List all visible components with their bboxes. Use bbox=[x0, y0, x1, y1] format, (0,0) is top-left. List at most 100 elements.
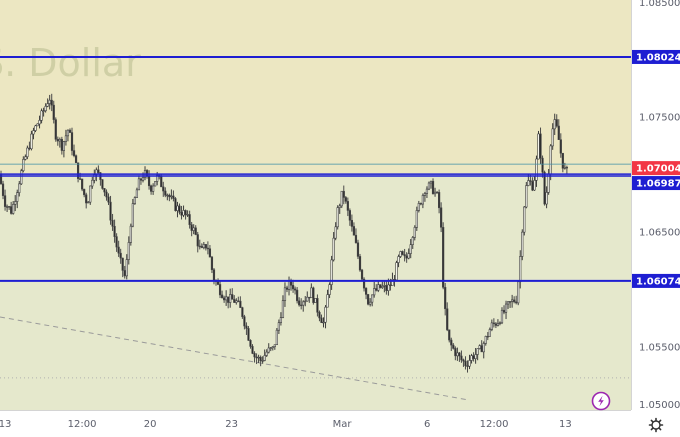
candle-body bbox=[170, 195, 173, 198]
candle-body bbox=[506, 301, 510, 305]
candle-body bbox=[472, 355, 475, 359]
candle-body bbox=[160, 176, 163, 188]
time-tick-label: 13 bbox=[559, 419, 572, 430]
candle-body bbox=[379, 284, 382, 288]
candle-body bbox=[318, 311, 321, 319]
candle-body bbox=[26, 147, 29, 158]
candle-body bbox=[352, 226, 356, 236]
candle-body bbox=[206, 247, 209, 250]
candle-body bbox=[273, 344, 276, 348]
price-badges-layer: 1.08024 1.07004 1.06987 1.06074 bbox=[632, 49, 680, 288]
candle-body bbox=[36, 123, 39, 127]
candle-body bbox=[239, 300, 242, 308]
candle-body bbox=[308, 296, 311, 299]
candle-body bbox=[105, 191, 108, 198]
candle-body bbox=[253, 353, 256, 358]
candle-body bbox=[243, 316, 246, 327]
candle-body bbox=[265, 351, 268, 356]
candle-body bbox=[334, 226, 337, 239]
price-badge-label: 1.06074 bbox=[636, 276, 680, 287]
candle-body bbox=[468, 360, 471, 367]
candle-body bbox=[18, 183, 21, 193]
candle-body bbox=[320, 317, 323, 323]
candle-body bbox=[154, 181, 157, 187]
candle-body bbox=[285, 287, 289, 290]
candle-body bbox=[172, 195, 175, 199]
candle-body bbox=[271, 346, 274, 349]
time-axis[interactable]: 13 12:00 20 23 Mar 6 12:00 13 bbox=[0, 410, 680, 437]
candle-body bbox=[298, 300, 301, 306]
candle-body bbox=[401, 251, 404, 255]
candle-body bbox=[34, 125, 37, 131]
candle-body bbox=[176, 205, 179, 211]
candle-body bbox=[192, 227, 195, 231]
candle-body bbox=[460, 355, 463, 361]
candle-body bbox=[97, 169, 100, 173]
price-tick-label: 1.06500 bbox=[639, 227, 680, 238]
candle-body bbox=[204, 244, 207, 249]
candle-body bbox=[72, 150, 76, 156]
candle-body bbox=[196, 234, 199, 247]
candle-body bbox=[68, 129, 72, 133]
candle-body bbox=[291, 284, 295, 290]
candle-body bbox=[227, 296, 230, 303]
candle-body bbox=[8, 206, 11, 208]
candle-body bbox=[257, 356, 260, 359]
candle-body bbox=[46, 103, 49, 107]
candle-body bbox=[417, 203, 420, 211]
candle-body bbox=[5, 206, 9, 208]
candle-body bbox=[141, 177, 145, 181]
candle-body bbox=[342, 190, 345, 198]
candle-body bbox=[559, 139, 562, 154]
settings-gear-icon[interactable] bbox=[648, 417, 664, 433]
time-tick-label: 20 bbox=[144, 419, 157, 430]
candle-body bbox=[496, 323, 500, 326]
candle-body bbox=[139, 178, 143, 181]
candle-body bbox=[476, 348, 479, 355]
candle-body bbox=[464, 360, 467, 367]
price-badge-label: 1.06987 bbox=[636, 179, 680, 190]
candle-body bbox=[109, 201, 112, 221]
lightning-icon[interactable] bbox=[591, 391, 611, 411]
candle-body bbox=[508, 301, 512, 303]
candle-body bbox=[50, 99, 53, 106]
price-axis[interactable]: 1.08500 1.07500 1.06500 1.05500 1.05000 bbox=[631, 0, 680, 437]
candle-body bbox=[127, 242, 130, 260]
candle-body bbox=[446, 308, 449, 331]
candle-body bbox=[440, 207, 443, 228]
candle-body bbox=[360, 269, 364, 280]
time-tick-label: 23 bbox=[225, 419, 238, 430]
candle-body bbox=[113, 225, 116, 237]
candle-body bbox=[212, 269, 216, 282]
price-tick-label: 1.05500 bbox=[639, 342, 680, 353]
price-axis-bg bbox=[631, 0, 680, 437]
candle-body bbox=[502, 309, 506, 313]
candle-body bbox=[267, 347, 270, 353]
candle-body bbox=[482, 343, 485, 353]
candle-body bbox=[419, 203, 422, 205]
candle-body bbox=[123, 270, 126, 277]
candle-body bbox=[539, 133, 542, 159]
candle-body bbox=[462, 359, 465, 362]
plot-area[interactable] bbox=[0, 0, 631, 410]
candle-body bbox=[261, 360, 264, 362]
candle-body bbox=[314, 298, 317, 303]
candle-body bbox=[531, 181, 534, 191]
candle-body bbox=[210, 256, 214, 270]
candle-body bbox=[186, 214, 189, 216]
candle-body bbox=[545, 192, 548, 205]
candle-body bbox=[362, 278, 366, 289]
lower-zone bbox=[0, 174, 631, 410]
candle-body bbox=[107, 196, 110, 203]
candle-body bbox=[541, 157, 544, 173]
candle-body bbox=[310, 287, 313, 299]
candle-body bbox=[330, 259, 333, 285]
candle-body bbox=[62, 141, 65, 151]
price-badge bbox=[632, 273, 680, 288]
candle-body bbox=[296, 289, 299, 302]
candle-body bbox=[474, 354, 477, 359]
candle-body bbox=[454, 348, 457, 357]
candle-body bbox=[344, 197, 347, 202]
candle-body bbox=[14, 201, 17, 205]
